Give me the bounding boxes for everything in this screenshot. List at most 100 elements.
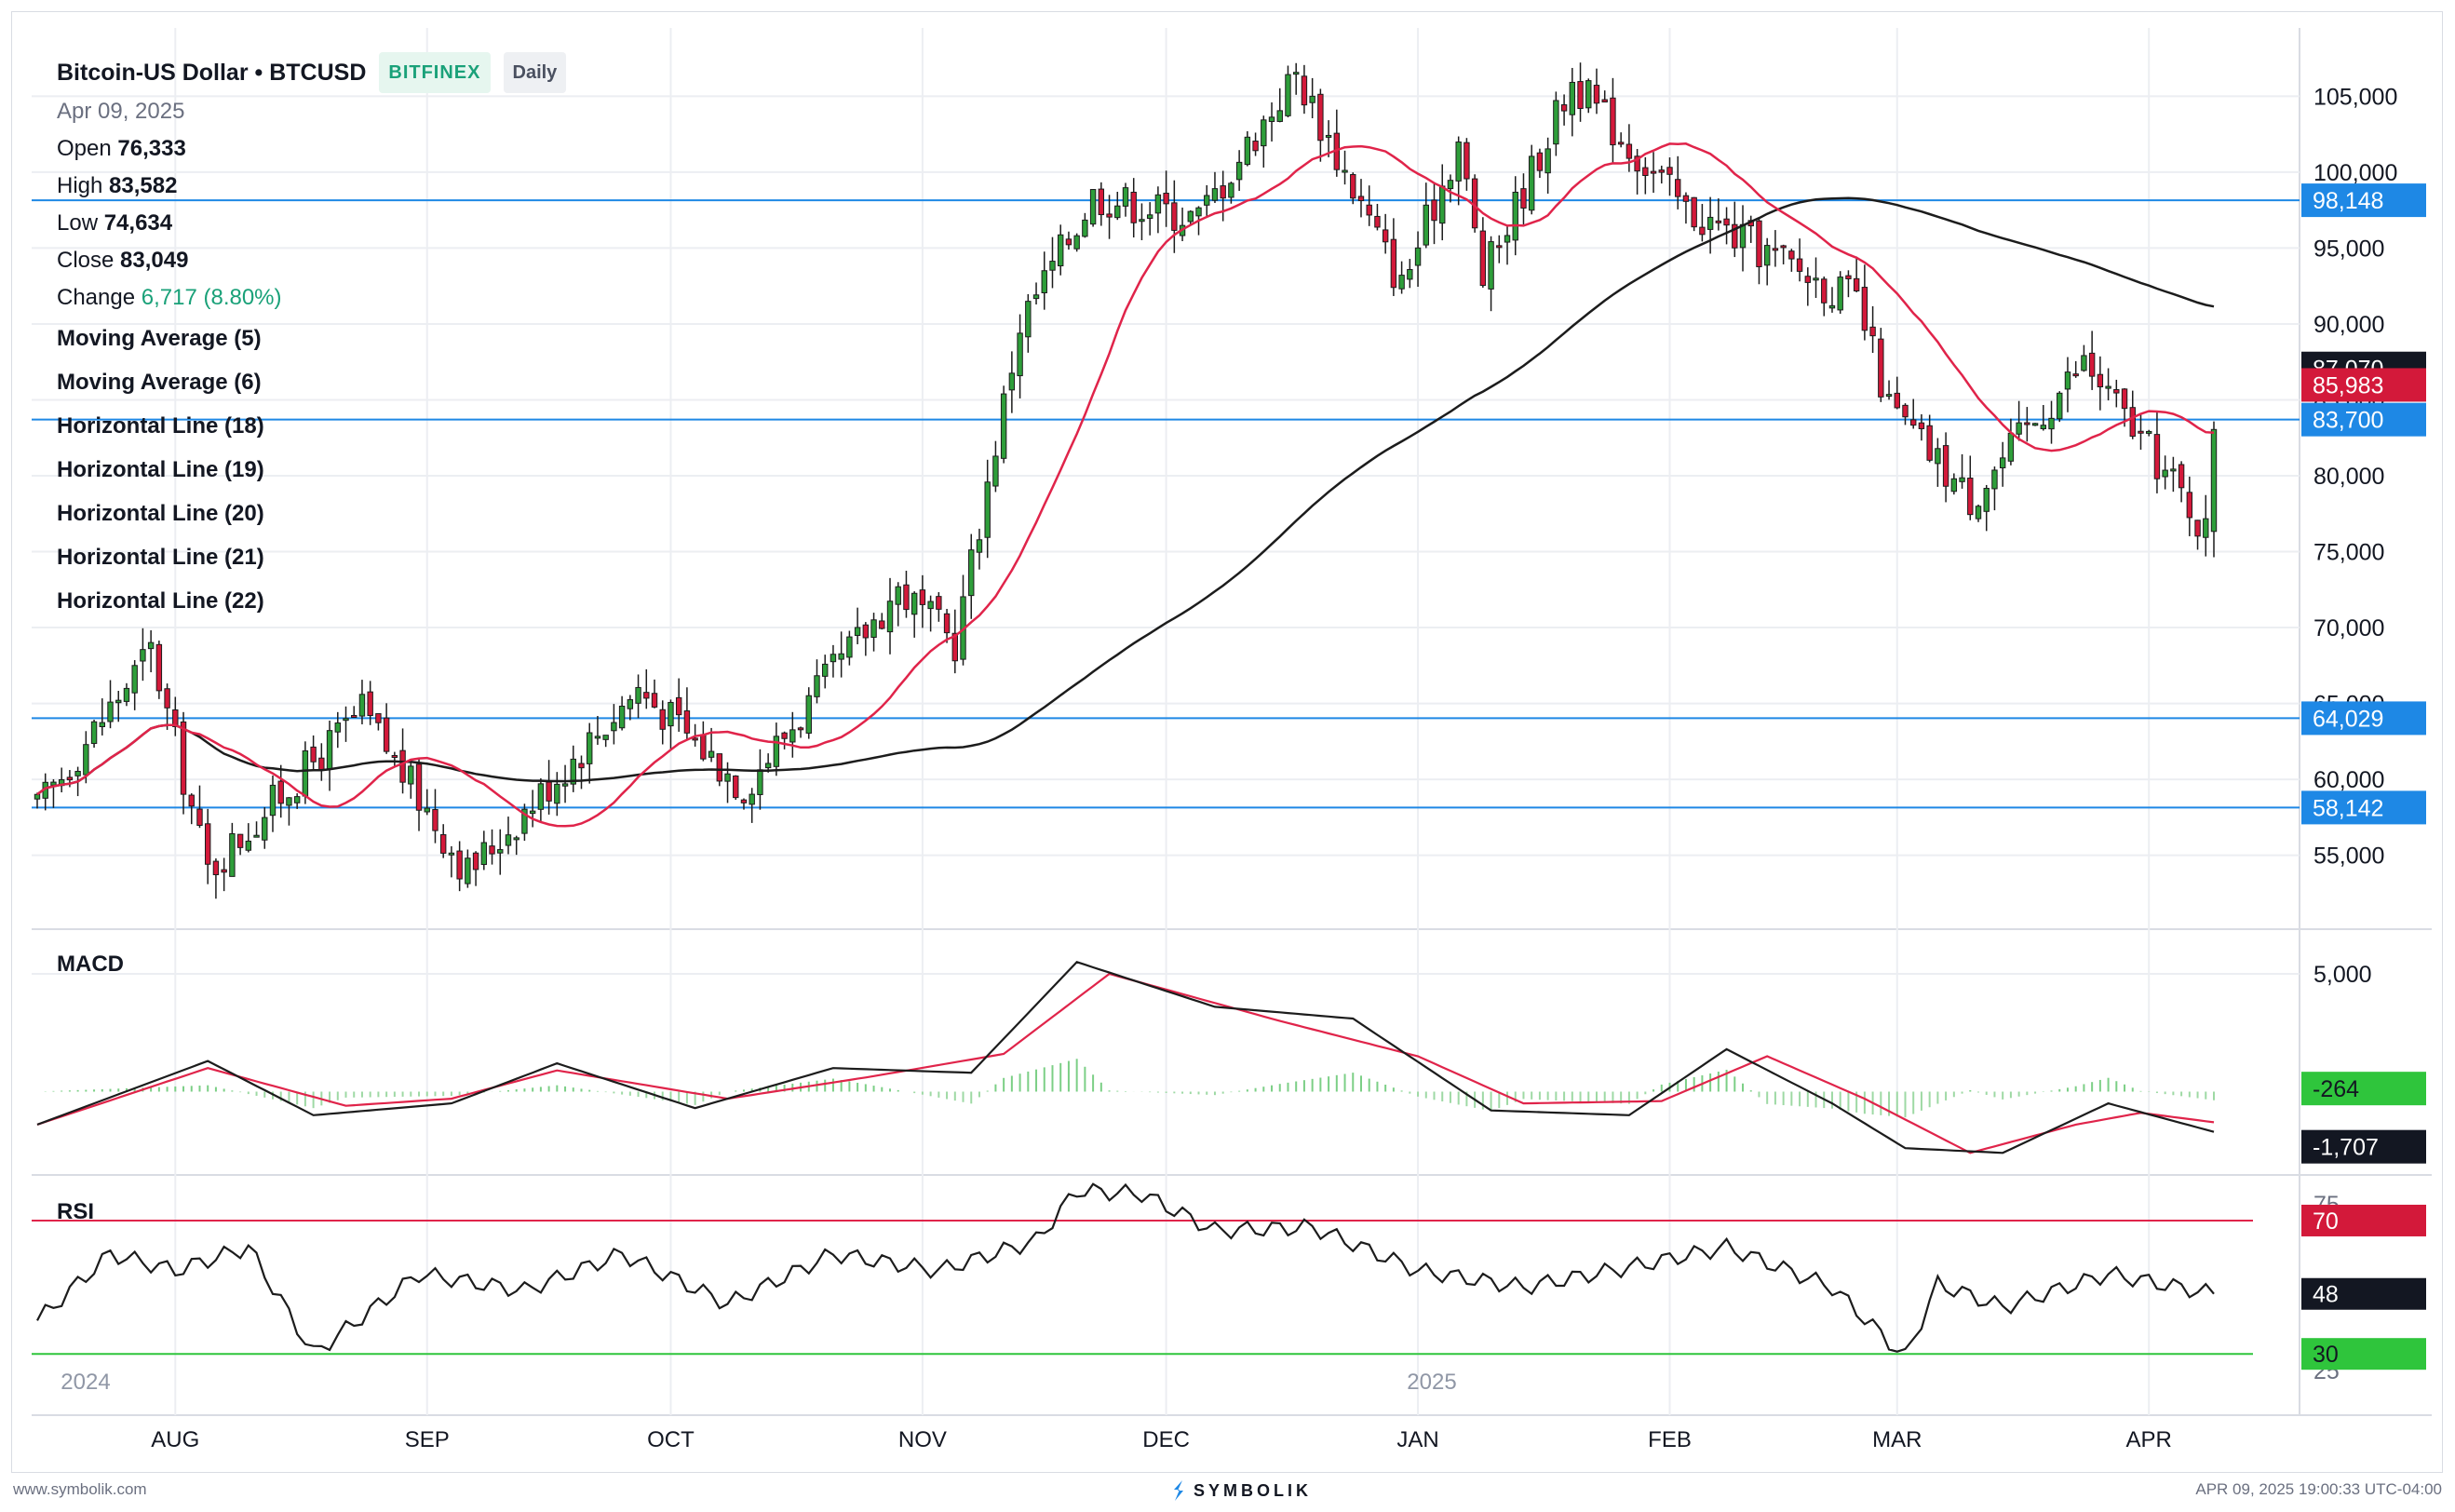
- candle-down: [2138, 430, 2144, 434]
- candle-down: [1821, 278, 1828, 304]
- candle-up: [34, 793, 41, 800]
- month-tick-label: JAN: [1396, 1427, 1438, 1452]
- candle-down: [1617, 142, 1625, 145]
- open-label: Open: [57, 136, 112, 161]
- candle-up: [1025, 301, 1032, 338]
- rsi-oversold-label-box: [2301, 1338, 2426, 1370]
- candle-down: [1691, 196, 1697, 228]
- candle-up: [448, 852, 455, 856]
- open-value: 76,333: [117, 136, 186, 161]
- candle-down: [1536, 152, 1544, 171]
- price-tick-label: 90,000: [2313, 312, 2384, 338]
- candle-down: [2097, 373, 2104, 388]
- candle-up: [424, 807, 430, 813]
- high-label: High: [57, 173, 103, 198]
- candle-up: [1950, 478, 1958, 493]
- candle-down: [1796, 258, 1803, 272]
- candle-up: [2007, 432, 2015, 462]
- month-tick-label: APR: [2126, 1427, 2172, 1452]
- candle-up: [521, 808, 528, 834]
- candle-down: [188, 794, 195, 807]
- candle-down: [1366, 204, 1372, 216]
- candle-up: [870, 619, 877, 639]
- indicator-hline-18[interactable]: Horizontal Line (18): [57, 413, 264, 439]
- candle-down: [1634, 155, 1640, 172]
- indicator-hline-19[interactable]: Horizontal Line (19): [57, 457, 264, 482]
- candle-up: [1975, 506, 1982, 520]
- candle-down: [675, 696, 682, 716]
- candle-up: [1228, 182, 1234, 198]
- interval-badge[interactable]: Daily: [503, 52, 567, 93]
- candle-up: [611, 722, 617, 732]
- year-label-2024: 2024: [61, 1370, 110, 1395]
- candle-down: [1374, 215, 1381, 228]
- candle-down: [951, 632, 959, 662]
- candle-down: [903, 584, 910, 611]
- candle-up: [1268, 116, 1275, 122]
- candle-down: [439, 834, 447, 854]
- candle-down: [716, 753, 723, 782]
- macd-value-label: -1,707: [2313, 1135, 2379, 1161]
- candle-up: [1139, 219, 1145, 223]
- hline-64029-label-box: [2301, 701, 2426, 736]
- candle-down: [196, 808, 203, 826]
- indicator-ma-5[interactable]: Moving Average (5): [57, 326, 262, 351]
- candle-up: [408, 765, 414, 785]
- candle-down: [180, 721, 187, 795]
- indicator-ma-6[interactable]: Moving Average (6): [57, 370, 262, 395]
- indicator-hline-20[interactable]: Horizontal Line (20): [57, 501, 264, 526]
- indicator-hline-21[interactable]: Horizontal Line (21): [57, 545, 264, 570]
- hline-98148-label: 98,148: [2313, 188, 2383, 214]
- candle-up: [2146, 430, 2152, 434]
- candle-up: [1885, 394, 1893, 398]
- candle-down: [1065, 238, 1072, 246]
- candle-down: [383, 717, 390, 752]
- candle-up: [83, 744, 89, 776]
- candle-up: [2081, 355, 2087, 371]
- candle-up: [505, 834, 512, 846]
- candle-down: [391, 754, 398, 758]
- candle-down: [1853, 277, 1860, 291]
- candle-up: [334, 722, 341, 733]
- candle-down: [2113, 388, 2120, 394]
- candle-down: [489, 845, 495, 855]
- candle-up: [2016, 422, 2022, 435]
- candle-up: [594, 736, 601, 739]
- candle-up: [1032, 294, 1040, 300]
- candle-up: [886, 601, 894, 633]
- month-tick-label: AUG: [151, 1427, 199, 1452]
- candle-up: [326, 730, 333, 770]
- symbol-title[interactable]: Bitcoin-US Dollar • BTCUSD: [57, 60, 367, 86]
- candle-down: [879, 620, 885, 629]
- candle-up: [147, 641, 155, 650]
- indicator-hline-22[interactable]: Horizontal Line (22): [57, 588, 264, 614]
- candle-up: [1204, 195, 1210, 206]
- candle-up: [2162, 469, 2168, 478]
- candle-down: [172, 709, 179, 727]
- rsi-overbought-label: 70: [2313, 1208, 2339, 1235]
- macd-line: [36, 961, 2215, 1154]
- candle-up: [1991, 469, 1998, 490]
- candle-down: [1650, 170, 1657, 174]
- candle-up: [131, 665, 138, 694]
- exchange-badge: BITFINEX: [379, 52, 491, 93]
- close-value: 83,049: [120, 248, 189, 273]
- candle-down: [1869, 326, 1876, 337]
- macd-tick-label: 5,000: [2313, 962, 2372, 988]
- candle-down: [1431, 199, 1437, 222]
- month-tick-label: DEC: [1142, 1427, 1190, 1452]
- hline-83700-label-box: [2301, 402, 2426, 437]
- candle-down: [1918, 422, 1925, 429]
- footer-url[interactable]: www.symbolik.com: [13, 1480, 147, 1498]
- month-tick-label: NOV: [898, 1427, 947, 1452]
- candle-up: [927, 601, 934, 610]
- candle-up: [1073, 235, 1080, 250]
- candle-up: [253, 834, 260, 838]
- candle-down: [1390, 238, 1397, 289]
- candle-up: [1000, 393, 1007, 459]
- candle-down: [310, 746, 317, 763]
- candle-down: [1098, 188, 1105, 216]
- candle-down: [692, 737, 698, 741]
- candle-down: [1357, 196, 1365, 201]
